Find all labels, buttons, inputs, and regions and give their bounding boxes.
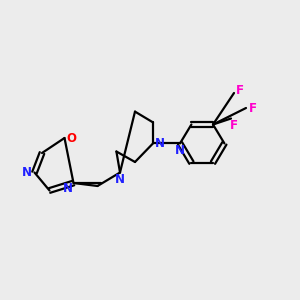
Text: N: N: [154, 137, 165, 150]
Text: N: N: [22, 166, 32, 179]
Text: F: F: [230, 118, 238, 132]
Text: O: O: [66, 131, 76, 145]
Text: N: N: [175, 144, 185, 158]
Text: N: N: [115, 172, 125, 186]
Text: F: F: [249, 101, 256, 115]
Text: N: N: [62, 182, 73, 195]
Text: F: F: [236, 83, 244, 97]
